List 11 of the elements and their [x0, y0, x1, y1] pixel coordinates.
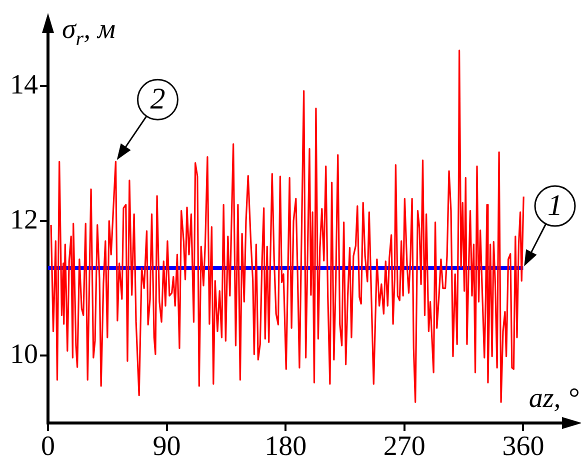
- y-tick-label: 10: [10, 338, 38, 370]
- y-tick-label: 14: [10, 70, 38, 101]
- x-tick-label: 90: [152, 431, 181, 462]
- x-tick-label: 0: [41, 431, 55, 462]
- annotation: 1: [548, 188, 562, 222]
- x-tick-label: 360: [502, 431, 544, 462]
- annotation: 2: [150, 82, 166, 116]
- x-axis-title: az, °: [528, 383, 579, 414]
- x-tick-label: 270: [383, 431, 426, 462]
- x-tick-label: 180: [264, 431, 307, 462]
- y-tick-label: 12: [10, 204, 38, 236]
